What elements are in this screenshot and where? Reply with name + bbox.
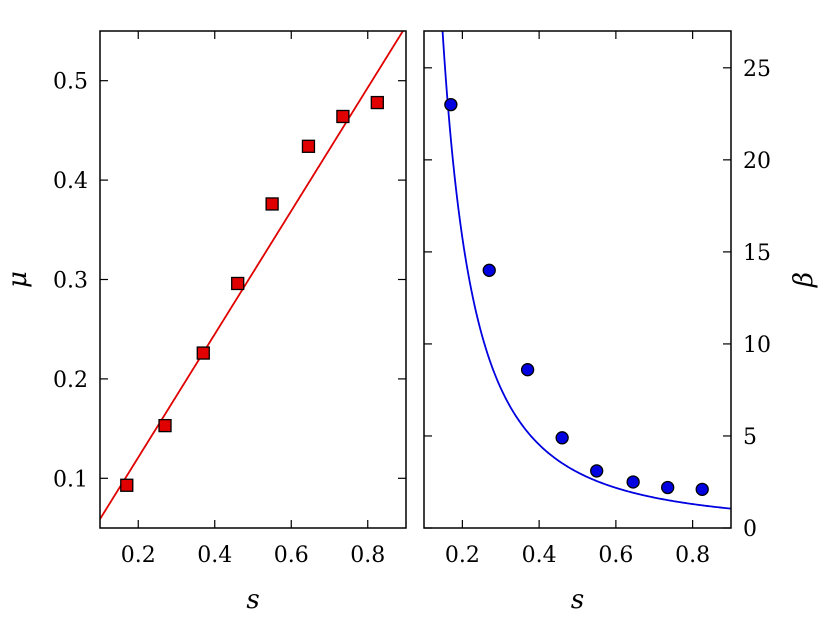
data-point — [520, 363, 535, 377]
data-point — [661, 480, 675, 495]
beta-panel: 0.2 0.4 0.6 0.8 0 5 10 15 20 25 s β — [423, 30, 819, 615]
x-tick-label: 0.2 — [445, 543, 480, 568]
fit-line — [100, 31, 404, 520]
data-point — [695, 482, 709, 496]
x-tick-label: 0.6 — [598, 543, 633, 568]
mu-panel: 0.2 0.4 0.6 0.8 0.1 0.2 0.3 0.4 0.5 s μ — [3, 30, 407, 615]
data-point — [336, 109, 350, 124]
data-point — [482, 263, 496, 277]
y-axis-title: μ — [3, 271, 33, 288]
x-axis-title: s — [246, 585, 259, 615]
data-point — [265, 197, 279, 211]
data-point — [626, 475, 640, 489]
x-tick-label: 0.8 — [350, 543, 385, 568]
y-tick-label: 15 — [743, 241, 771, 266]
plot-frame — [423, 30, 732, 529]
data-point — [444, 97, 458, 112]
x-tick-label: 0.2 — [121, 543, 156, 568]
x-tick-label: 0.4 — [522, 543, 557, 568]
x-tick-label: 0.6 — [274, 543, 309, 568]
data-point — [158, 418, 172, 433]
y-tick-label: 0.5 — [53, 70, 88, 95]
x-axis-title: s — [571, 585, 584, 615]
x-tick-label: 0.4 — [197, 543, 232, 568]
plot-frame — [99, 30, 407, 529]
y-tick-label: 20 — [743, 149, 771, 174]
data-point — [370, 95, 384, 110]
y-tick-label: 0 — [743, 517, 757, 542]
y-tick-label: 0.1 — [53, 467, 88, 492]
data-point — [120, 478, 134, 492]
y-tick-label: 0.4 — [53, 169, 88, 194]
y-tick-label: 25 — [743, 57, 771, 82]
data-point — [555, 431, 569, 445]
y-tick-label: 0.2 — [53, 368, 88, 393]
data-point — [231, 276, 245, 291]
data-point — [196, 346, 210, 360]
y-axis-title: β — [789, 272, 819, 288]
x-tick-label: 0.8 — [675, 543, 710, 568]
data-point — [301, 139, 316, 153]
y-tick-label: 10 — [743, 333, 771, 358]
y-tick-label: 5 — [743, 425, 757, 450]
fit-line — [441, 31, 731, 510]
data-point — [590, 464, 604, 478]
y-tick-label: 0.3 — [53, 269, 88, 294]
